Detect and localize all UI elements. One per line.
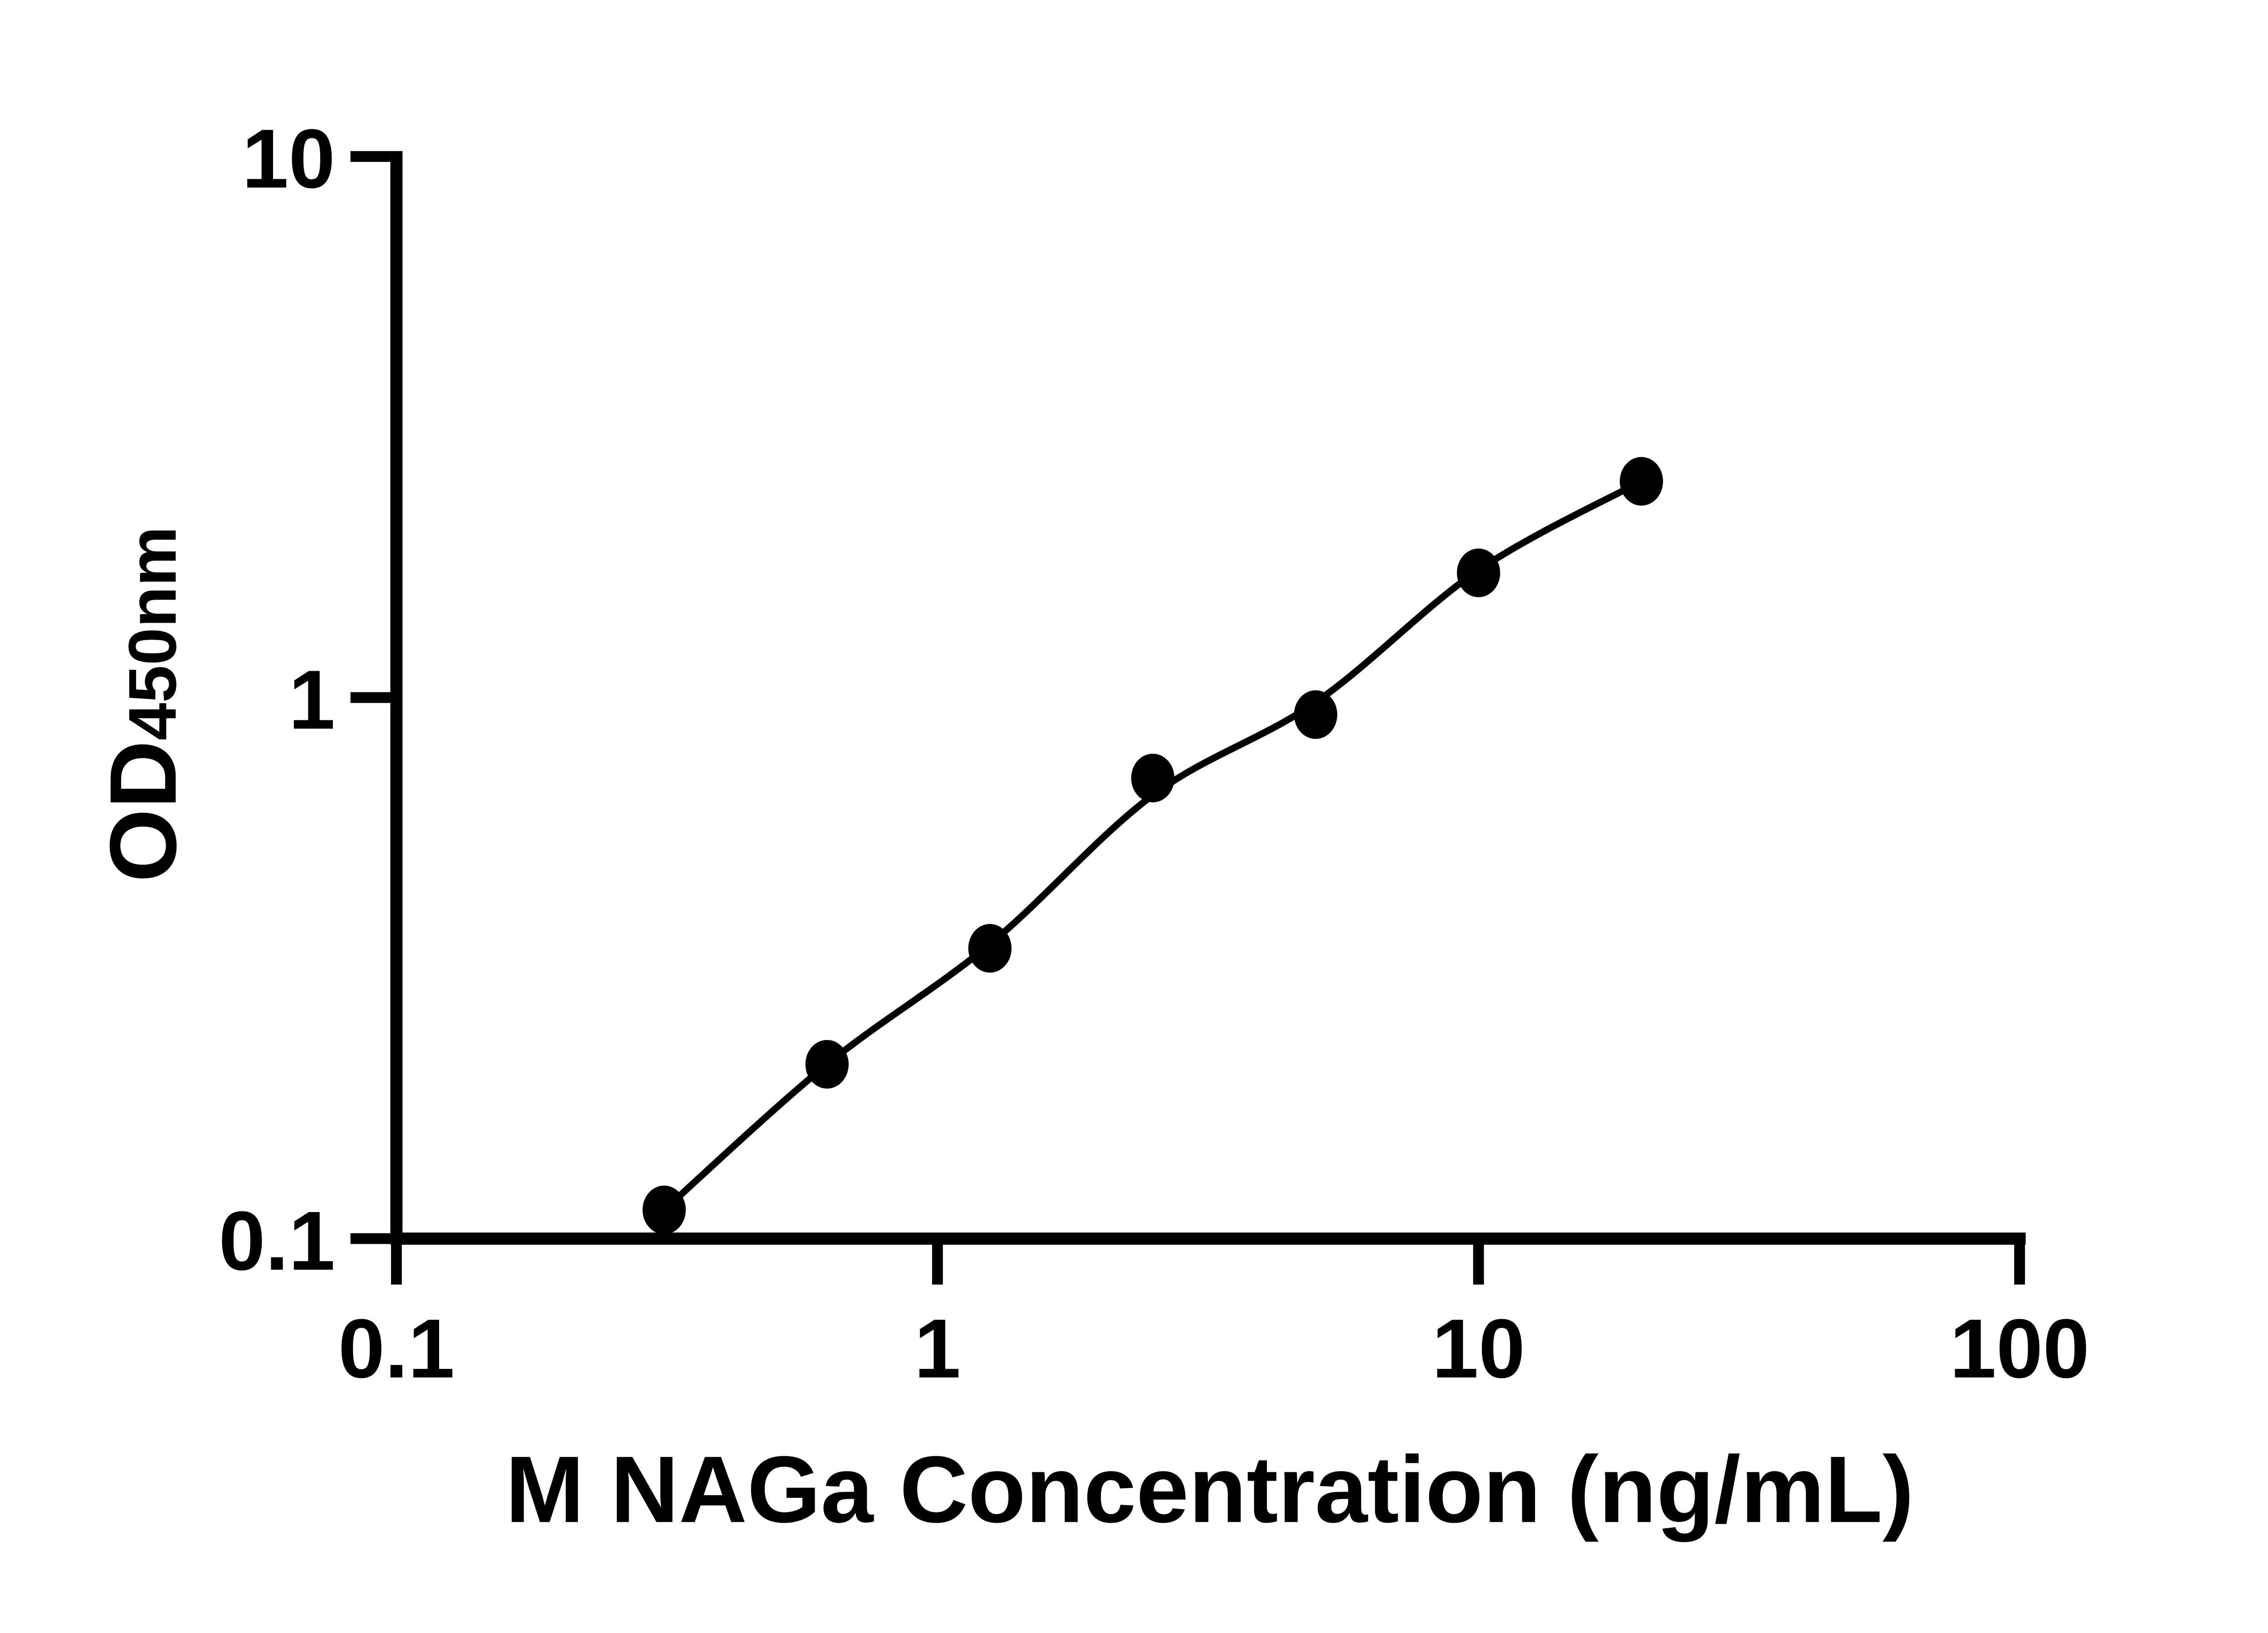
x-tick-label: 0.1 (338, 1302, 455, 1396)
y-axis-line (390, 151, 403, 1245)
y-axis-title-sub: 450nm (114, 526, 190, 740)
x-tick-label: 100 (1950, 1302, 2089, 1396)
y-tick-label: 0.1 (219, 1194, 335, 1288)
x-tick-mark (932, 1244, 943, 1285)
data-point-marker (968, 924, 1012, 973)
x-tick-mark (391, 1244, 402, 1285)
data-point-marker (805, 1040, 849, 1089)
y-tick-mark (350, 151, 391, 162)
data-point-marker (1619, 457, 1663, 506)
data-point-marker (1457, 548, 1501, 597)
x-tick-mark (2014, 1244, 2025, 1285)
x-axis-title: M NAGa Concentration (ng/mL) (505, 1437, 1914, 1542)
x-tick-label: 1 (914, 1302, 961, 1396)
y-tick-label: 1 (288, 653, 335, 747)
data-layer (642, 457, 1663, 1234)
x-axis-line (391, 1232, 2026, 1245)
x-tick-label: 10 (1432, 1302, 1525, 1396)
data-point-marker (1294, 690, 1338, 739)
data-point-marker (1131, 753, 1175, 802)
y-tick-mark (350, 692, 391, 703)
y-axis-title: OD450nm (90, 526, 196, 882)
axes-layer: 0.1 1 10 100 0.1 1 10 (219, 112, 2089, 1396)
fitted-curve-path (660, 478, 1645, 1213)
x-tick-mark (1473, 1244, 1484, 1285)
y-axis-title-main: OD (90, 740, 196, 882)
data-point-marker (642, 1185, 686, 1234)
y-tick-mark (350, 1233, 391, 1244)
y-tick-label: 10 (242, 112, 335, 206)
